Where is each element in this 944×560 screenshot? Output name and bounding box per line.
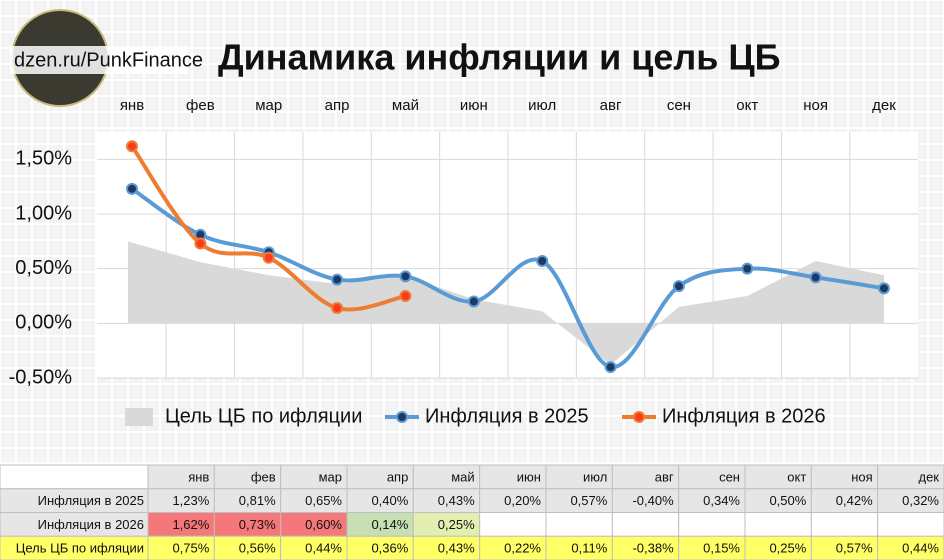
table-value: 0,57% <box>836 541 873 556</box>
source: dzen.ru/PunkFinance <box>14 49 203 71</box>
marker <box>878 282 890 295</box>
marker <box>399 270 412 283</box>
table-value: 0,32% <box>902 493 939 508</box>
marker <box>331 302 344 315</box>
legend-label: Инфляция в 2025 <box>425 405 589 427</box>
y-tick-label: 1,00% <box>15 202 72 224</box>
legend-label: Инфляция в 2026 <box>662 405 826 427</box>
table-row-label: Инфляция в 2025 <box>38 493 144 508</box>
x-tick-label: окт <box>736 97 758 114</box>
table-cell <box>877 535 944 560</box>
marker <box>126 140 138 153</box>
table-cell <box>678 512 746 537</box>
table-cell <box>810 512 879 537</box>
marker <box>809 271 822 284</box>
y-tick-label: 1,50% <box>15 148 72 170</box>
x-tick-label: май <box>392 97 419 114</box>
x-tick-label: июл <box>528 97 556 114</box>
marker <box>604 361 617 374</box>
table-cell <box>877 512 944 537</box>
table-corner <box>0 464 149 490</box>
x-tick-label: апр <box>325 97 350 114</box>
x-tick-label: ноя <box>803 97 828 114</box>
table-value: 0,56% <box>239 541 276 556</box>
table-value: 0,20% <box>504 493 541 508</box>
source-bg <box>10 46 188 74</box>
table-value: 0,43% <box>438 493 475 508</box>
table-header: июн <box>517 469 541 484</box>
table-value: 0,25% <box>769 541 806 556</box>
marker <box>467 295 480 308</box>
table-value: 0,44% <box>902 541 939 556</box>
legend-swatch <box>125 408 153 426</box>
table-value: 0,60% <box>305 517 342 532</box>
x-tick-label: фев <box>186 97 215 114</box>
table-value: 0,43% <box>438 541 475 556</box>
table-row-label: Цель ЦБ по ифляции <box>16 541 144 556</box>
table-value: -0,40% <box>632 493 674 508</box>
legend-label: Цель ЦБ по ифляции <box>165 405 362 427</box>
target-area <box>128 241 884 365</box>
table-header: дек <box>918 469 939 484</box>
table-value: 0,25% <box>438 517 475 532</box>
table-header: янв <box>188 469 209 484</box>
x-tick-label: янв <box>120 97 144 114</box>
table-value: 0,34% <box>703 493 740 508</box>
table-header: фев <box>251 469 276 484</box>
table-value: -0,38% <box>632 541 674 556</box>
table-value: 0,81% <box>239 493 276 508</box>
table-header: ноя <box>851 469 872 484</box>
table-header: авг <box>655 469 674 484</box>
table-cell <box>611 512 680 537</box>
table-value: 0,50% <box>769 493 806 508</box>
table-value: 0,40% <box>371 493 408 508</box>
table-value: 0,44% <box>305 541 342 556</box>
table-value: 0,11% <box>571 541 607 556</box>
table-value: 0,57% <box>570 493 607 508</box>
x-tick-label: мар <box>255 97 282 114</box>
table-value: 1,62% <box>172 517 209 532</box>
table-header: окт <box>787 469 806 484</box>
table-value: 0,73% <box>239 517 276 532</box>
marker <box>126 182 138 195</box>
table-value: 0,36% <box>371 541 408 556</box>
marker <box>331 273 344 286</box>
x-tick-label: сен <box>667 97 691 114</box>
table-value: 0,65% <box>305 493 342 508</box>
table-value: 0,15% <box>703 541 740 556</box>
legend-marker <box>633 411 645 423</box>
table-header: мар <box>319 469 342 484</box>
table-value: 0,22% <box>504 541 541 556</box>
legend-marker <box>396 411 408 423</box>
x-tick-label: дек <box>872 97 896 114</box>
y-tick-label: 0,00% <box>15 312 72 334</box>
table-value: 1,23% <box>172 493 209 508</box>
table-value: 0,14% <box>371 517 408 532</box>
chart-title: Динамика инфляции и цель ЦБ <box>218 37 781 78</box>
marker <box>262 251 275 264</box>
table-value: 0,75% <box>172 541 209 556</box>
table-cell <box>545 512 613 537</box>
table-value: 0,42% <box>836 493 873 508</box>
table-header: май <box>451 469 474 484</box>
marker <box>741 262 754 275</box>
table-row-label: Инфляция в 2026 <box>38 517 144 532</box>
table-header: апр <box>387 469 409 484</box>
x-tick-label: июн <box>460 97 488 114</box>
x-tick-label: авг <box>600 97 622 114</box>
table-cell <box>479 512 547 537</box>
y-tick-label: 0,50% <box>15 257 72 279</box>
y-tick-label: -0,50% <box>9 366 73 388</box>
marker <box>194 237 207 250</box>
marker <box>536 255 549 268</box>
marker <box>399 290 412 302</box>
table-header: сен <box>719 469 740 484</box>
table-header: июл <box>583 469 607 484</box>
table-cell <box>744 512 812 537</box>
marker <box>672 280 685 293</box>
